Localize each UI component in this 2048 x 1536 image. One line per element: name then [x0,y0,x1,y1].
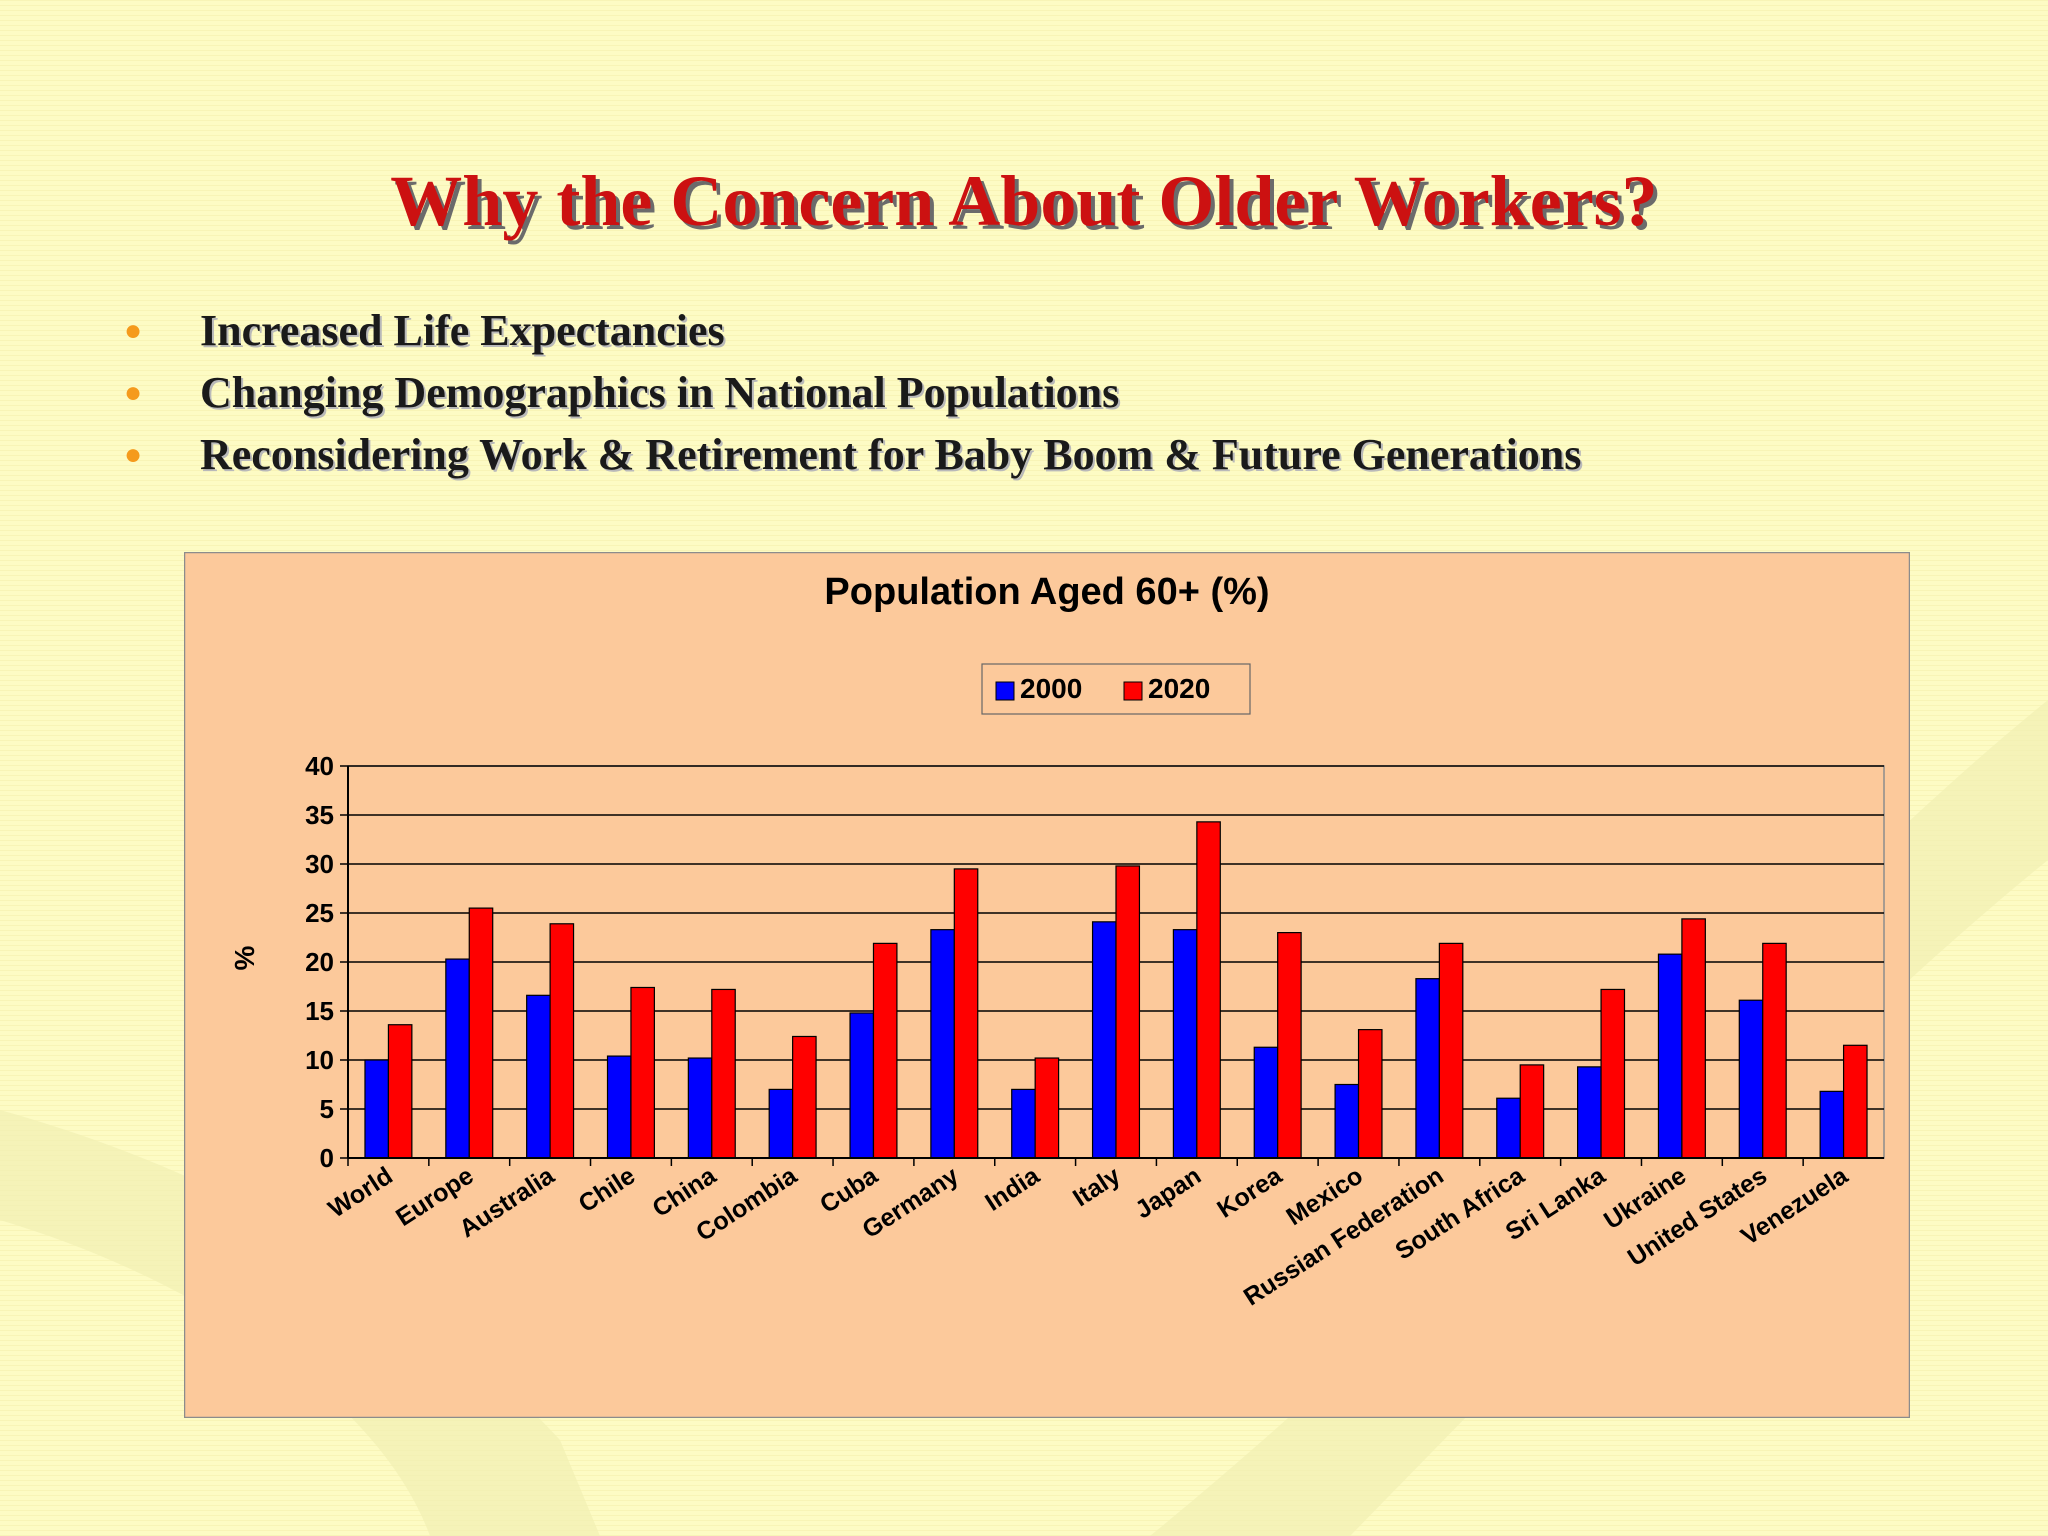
bar-2020 [1196,821,1221,1159]
y-tick-label: 25 [305,898,334,928]
bullet-marker-icon: ● [124,314,143,347]
bar-2000 [1172,929,1198,1159]
bar-2000 [445,958,470,1159]
bar-2020 [1600,988,1626,1159]
chart-legend: 2000 2020 [981,663,1251,715]
bar-2000 [1577,1066,1602,1159]
bar-2000 [606,1055,632,1159]
bar-2020 [549,923,575,1159]
bar-2020 [1842,1044,1868,1159]
bar-2020 [711,988,736,1159]
y-tick-label: 10 [305,1045,334,1075]
bar-2020 [1357,1029,1383,1159]
bar-2000 [930,929,955,1159]
y-tick-label: 15 [305,996,334,1026]
bullet-item: ● Reconsidering Work & Retirement for Ba… [120,424,1581,486]
bullet-item: ● Increased Life Expectancies [120,300,1581,362]
bar-2020 [630,986,655,1159]
bar-2000 [1819,1090,1845,1159]
bar-2000 [526,994,551,1159]
bar-2000 [1657,953,1683,1159]
bar-2020 [872,942,898,1159]
bar-2000 [1334,1083,1360,1159]
bar-2020 [1681,918,1706,1159]
legend-swatch-2020 [1123,681,1143,701]
bullet-marker-icon: ● [124,438,143,471]
y-tick-label: 20 [305,947,334,977]
bullet-item: ● Changing Demographics in National Popu… [120,362,1581,424]
bar-2000 [364,1059,390,1159]
bar-2020 [792,1035,817,1159]
bar-2000 [1415,978,1440,1159]
y-tick-label: 30 [305,849,334,879]
bullet-list: ● Increased Life Expectancies ● Changing… [120,300,1581,486]
slide-title: Why the Concern About Older Workers? [390,161,1658,241]
bar-2020 [468,907,494,1159]
y-tick-label: 40 [305,751,334,781]
legend-box [981,663,1251,715]
y-tick-label: 5 [320,1094,334,1124]
chart-title: Population Aged 60+ (%) [824,571,1269,613]
bar-2000 [1011,1088,1036,1159]
bar-2020 [1115,865,1141,1159]
bar-2000 [1253,1046,1279,1159]
bar-2020 [1277,932,1302,1159]
bar-2020 [1762,942,1787,1159]
bullet-text: Reconsidering Work & Retirement for Baby… [200,430,1582,479]
bar-2020 [1438,942,1464,1159]
chart-panel: Population Aged 60+ (%) 2000 2020 % 0 5 10… [184,552,1910,1418]
legend-label-2000: 2000 [1020,673,1082,704]
bar-2020 [1519,1064,1545,1159]
bar-2020 [1034,1057,1060,1159]
bar-2000 [1738,999,1764,1159]
y-tick-labels: 0 5 10 15 20 25 30 35 40 [305,751,334,1173]
bars [364,821,1868,1159]
bullet-text: Changing Demographics in National Popula… [200,368,1120,417]
legend-swatch-2000 [995,681,1015,701]
legend-label-2020: 2020 [1148,673,1210,704]
bullet-marker-icon: ● [124,376,143,409]
y-tick-label: 35 [305,800,334,830]
bar-2020 [387,1024,413,1159]
bar-2000 [768,1088,794,1159]
axes [340,765,1884,1166]
y-axis-label: % [229,945,260,970]
bar-2020 [953,868,979,1159]
bar-2000 [687,1057,713,1159]
bullet-text: Increased Life Expectancies [200,306,725,355]
bar-2000 [1091,921,1117,1159]
y-tick-label: 0 [320,1143,334,1173]
bar-2000 [1496,1097,1521,1159]
bar-2000 [849,1012,875,1159]
